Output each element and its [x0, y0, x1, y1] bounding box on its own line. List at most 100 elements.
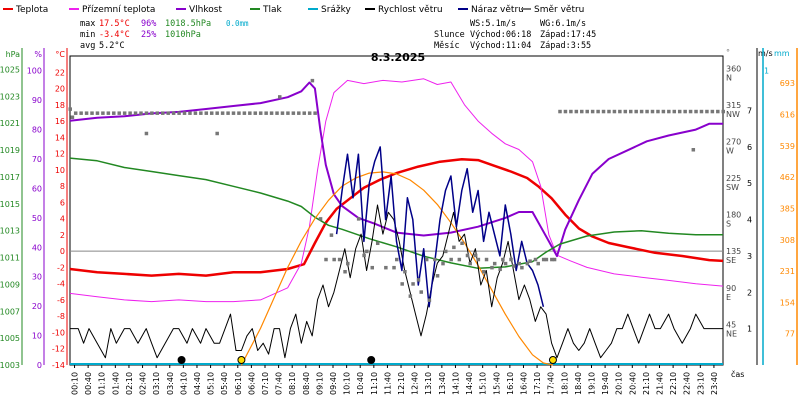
- x-tick-28: 14:10: [451, 372, 460, 395]
- direction-tick-1: 315: [726, 101, 741, 110]
- direction-point-81: [332, 257, 336, 262]
- series-line-1: [69, 78, 724, 303]
- direction-point-36: [258, 111, 263, 115]
- direction-point-41: [286, 111, 290, 115]
- x-tick-7: 03:40: [166, 372, 175, 395]
- direction-point-101: [525, 261, 530, 266]
- direction-point-14: [139, 111, 143, 115]
- wind-gust-info: WG:6.1m/s: [540, 19, 586, 29]
- direction-point-57: [375, 241, 380, 246]
- pressure-tick-2: 1021: [0, 119, 20, 128]
- temperature-tick-10: 2: [60, 231, 65, 240]
- x-tick-13: 06:40: [247, 372, 256, 395]
- direction-point-105: [558, 109, 562, 114]
- direction-axis-unit: °: [726, 48, 730, 57]
- direction-point-38: [269, 111, 274, 115]
- left-axes: hPa 1025 1023 1021 1019 1017 1015 1013 1011 1009 1…: [0, 48, 68, 370]
- direction-point-102: [533, 257, 538, 262]
- direction-point-0: [68, 107, 72, 111]
- direction-point-31: [231, 111, 236, 115]
- series-line-2: [69, 81, 723, 258]
- direction-point-98: [501, 257, 505, 262]
- direction-point-28: [215, 111, 219, 115]
- direction-point-67: [460, 241, 464, 246]
- humidity-tick-7: 30: [32, 273, 42, 282]
- direction-point-111: [590, 109, 595, 114]
- solar-tick-6: 231: [780, 267, 795, 276]
- temperature-tick-16: -10: [52, 328, 65, 337]
- direction-point-54: [346, 261, 350, 266]
- moonset-time: Západ:3:55: [540, 41, 591, 51]
- direction-point-55: [356, 217, 361, 221]
- direction-point-12: [128, 111, 132, 115]
- direction-point-64: [435, 274, 440, 278]
- direction-point-70: [482, 269, 486, 274]
- direction-point-136: [691, 148, 696, 152]
- direction-point-91: [441, 261, 445, 266]
- direction-point-116: [618, 109, 622, 114]
- direction-point-112: [596, 109, 600, 114]
- direction-point-37: [264, 111, 268, 115]
- avg-label: avg: [80, 41, 95, 51]
- max-rain: 0.0mm: [226, 19, 249, 28]
- direction-point-45: [307, 111, 312, 115]
- humidity-tick-3: 70: [32, 155, 42, 164]
- direction-point-77: [536, 261, 540, 266]
- direction-tick-3: 225: [726, 174, 741, 183]
- direction-point-80: [324, 257, 328, 262]
- plot-border: [69, 55, 724, 366]
- direction-point-68: [468, 261, 472, 266]
- direction-point-73: [503, 261, 508, 266]
- legend-label-6: Náraz větru: [471, 5, 524, 15]
- direction-point-17: [155, 111, 160, 115]
- temperature-tick-2: 18: [55, 101, 65, 110]
- x-tick-10: 05:10: [207, 372, 216, 395]
- min-humidity: 25%: [141, 30, 156, 40]
- direction-point-23: [188, 111, 192, 115]
- direction-point-29: [220, 111, 225, 115]
- direction-label-7: NE: [726, 329, 737, 338]
- direction-point-104: [550, 257, 554, 262]
- direction-label-5: SE: [726, 256, 736, 265]
- temperature-tick-6: 10: [55, 166, 65, 175]
- moon-marker-0: [177, 356, 186, 364]
- direction-point-83: [362, 253, 366, 258]
- direction-label-3: SW: [726, 183, 739, 192]
- direction-point-1: [70, 115, 75, 119]
- avg-temp: 5.2°C: [99, 41, 125, 51]
- humidity-tick-6: 40: [32, 243, 42, 252]
- x-tick-22: 11:10: [370, 372, 379, 395]
- x-tick-4: 02:10: [125, 372, 134, 395]
- x-tick-16: 08:10: [288, 372, 297, 395]
- direction-point-93: [457, 257, 462, 262]
- x-tick-17: 08:40: [302, 372, 311, 395]
- event-layer: [177, 356, 557, 364]
- direction-point-43: [297, 111, 301, 115]
- legend-label-2: Vlhkost: [189, 5, 222, 15]
- direction-point-106: [563, 109, 568, 114]
- sunset-time: Západ:17:45: [540, 30, 596, 40]
- direction-point-34: [248, 111, 252, 115]
- direction-point-123: [656, 109, 660, 114]
- direction-point-89: [424, 257, 429, 262]
- direction-point-60: [403, 269, 407, 274]
- solar-tick-3: 462: [780, 173, 795, 182]
- direction-point-92: [449, 257, 453, 262]
- direction-point-95: [473, 253, 478, 258]
- direction-layer: [68, 78, 725, 302]
- x-tick-18: 09:10: [315, 372, 324, 395]
- direction-point-49: [278, 95, 282, 99]
- direction-point-127: [677, 109, 682, 114]
- x-tick-11: 05:40: [220, 372, 229, 395]
- x-tick-33: 16:40: [519, 372, 528, 395]
- direction-point-82: [343, 269, 347, 274]
- sun-marker-1: [237, 356, 246, 364]
- direction-tick-5: 135: [726, 247, 741, 256]
- rain-tick-0: 1: [764, 67, 769, 76]
- direction-point-62: [419, 290, 423, 294]
- direction-point-52: [329, 233, 334, 237]
- pressure-tick-6: 1013: [0, 227, 20, 236]
- direction-tick-2: 270: [726, 137, 741, 146]
- direction-point-115: [612, 109, 617, 114]
- wind-tick-3: 4: [747, 216, 752, 225]
